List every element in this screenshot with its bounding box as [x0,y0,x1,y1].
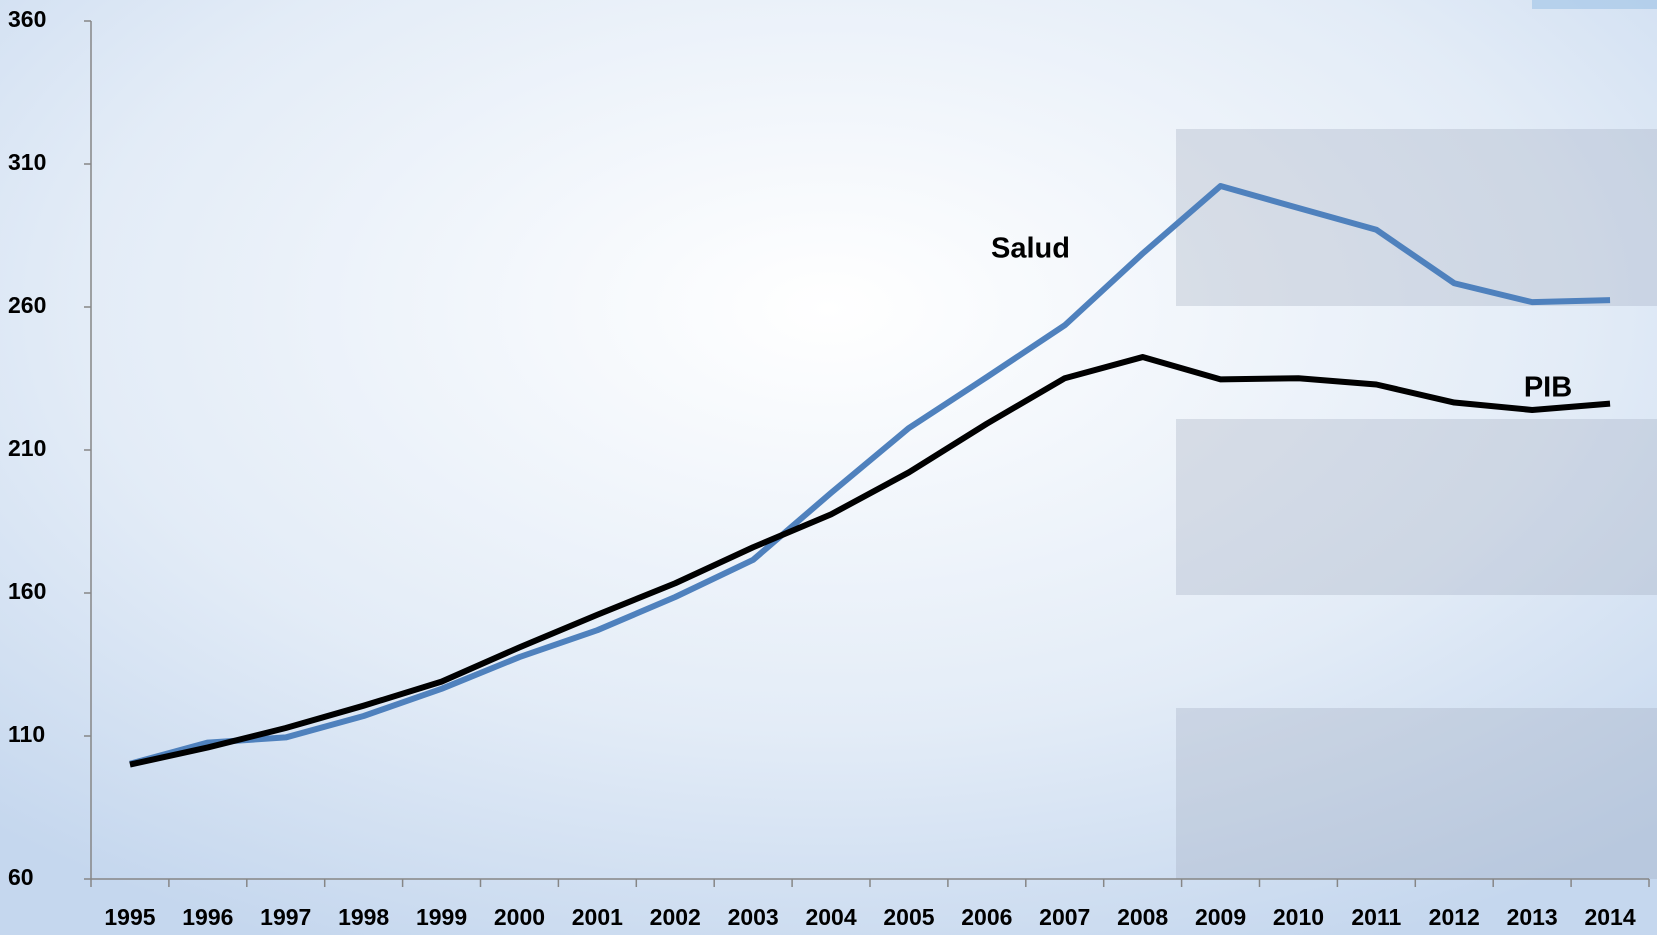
y-tick-label: 60 [8,864,34,890]
x-tick-label: 2006 [961,904,1012,930]
x-tick-label: 2014 [1584,904,1635,930]
decor-band [1176,419,1657,595]
series-label: PIB [1524,372,1572,404]
x-tick-label: 2005 [883,904,934,930]
x-tick-label: 2013 [1507,904,1558,930]
x-tick-label: 1995 [104,904,155,930]
y-tick-label: 310 [8,149,46,175]
decor-band [1176,708,1657,879]
x-tick-label: 2000 [494,904,545,930]
y-tick-label: 110 [8,721,45,747]
y-tick-label: 210 [8,435,46,461]
x-tick-label: 2009 [1195,904,1246,930]
y-tick-label: 260 [8,292,46,318]
y-tick-label: 360 [8,6,46,32]
x-tick-label: 2001 [572,904,623,930]
decor-band [1176,129,1657,306]
series-label: Salud [991,233,1070,265]
x-tick-label: 2011 [1351,904,1401,930]
x-tick-label: 1997 [260,904,311,930]
x-tick-label: 2002 [650,904,701,930]
x-tick-label: 2012 [1429,904,1480,930]
x-tick-label: 2010 [1273,904,1324,930]
x-tick-label: 2004 [805,904,856,930]
x-tick-label: 1996 [182,904,233,930]
line-1 [129,354,1611,768]
line-0 [129,183,1611,767]
x-tick-label: 1999 [416,904,467,930]
x-tick-label: 2003 [728,904,779,930]
x-tick-label: 1998 [338,904,389,930]
x-tick-label: 2007 [1039,904,1090,930]
decor-band [1532,0,1657,9]
x-tick-label: 2008 [1117,904,1168,930]
y-tick-label: 160 [8,578,46,604]
